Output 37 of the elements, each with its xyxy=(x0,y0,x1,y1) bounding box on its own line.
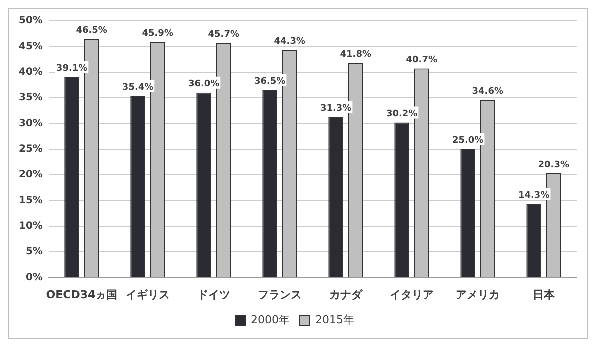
data-label: 46.5% xyxy=(76,26,108,36)
y-tick-label: 40% xyxy=(19,66,43,78)
y-tick-label: 5% xyxy=(26,246,43,258)
data-label: 36.5% xyxy=(254,77,286,88)
x-tick-label: ドイツ xyxy=(197,288,230,302)
data-label: 31.3% xyxy=(320,104,352,114)
data-label: 14.3% xyxy=(518,191,550,202)
data-label: 36.0% xyxy=(188,80,220,90)
data-label: 41.8% xyxy=(340,50,372,60)
y-tick-label: 35% xyxy=(19,92,43,104)
legend-label: 2000年 xyxy=(251,313,290,326)
y-tick-label: 30% xyxy=(19,118,43,130)
x-tick-label: 日本 xyxy=(532,288,556,302)
data-label: 35.4% xyxy=(122,82,154,93)
y-tick-label: 0% xyxy=(26,272,43,284)
data-label: 30.2% xyxy=(386,110,418,120)
data-label: 45.7% xyxy=(208,30,240,40)
data-label: 20.3% xyxy=(538,160,570,170)
x-tick-label: フランス xyxy=(258,288,302,302)
data-label: 45.9% xyxy=(142,28,174,39)
x-tick-label: イギリス xyxy=(126,288,170,302)
data-label: 25.0% xyxy=(452,136,484,146)
legend-label: 2015年 xyxy=(316,313,354,326)
y-tick-label: 10% xyxy=(19,221,43,232)
data-label: 44.3% xyxy=(274,37,306,48)
data-label: 34.6% xyxy=(472,86,504,97)
y-tick-label: 50% xyxy=(19,16,43,27)
y-tick-label: 15% xyxy=(19,195,43,206)
y-tick-label: 45% xyxy=(19,41,43,52)
y-tick-label: 25% xyxy=(19,144,43,155)
x-tick-label: イタリア xyxy=(390,288,434,302)
x-tick-label: アメリカ xyxy=(456,288,500,302)
data-label: 40.7% xyxy=(406,56,438,66)
y-tick-label: 20% xyxy=(19,170,43,181)
data-label: 39.1% xyxy=(56,64,88,74)
x-tick-label: カナダ xyxy=(329,288,364,302)
x-tick-label: OECD34ヵ国 xyxy=(46,288,118,302)
